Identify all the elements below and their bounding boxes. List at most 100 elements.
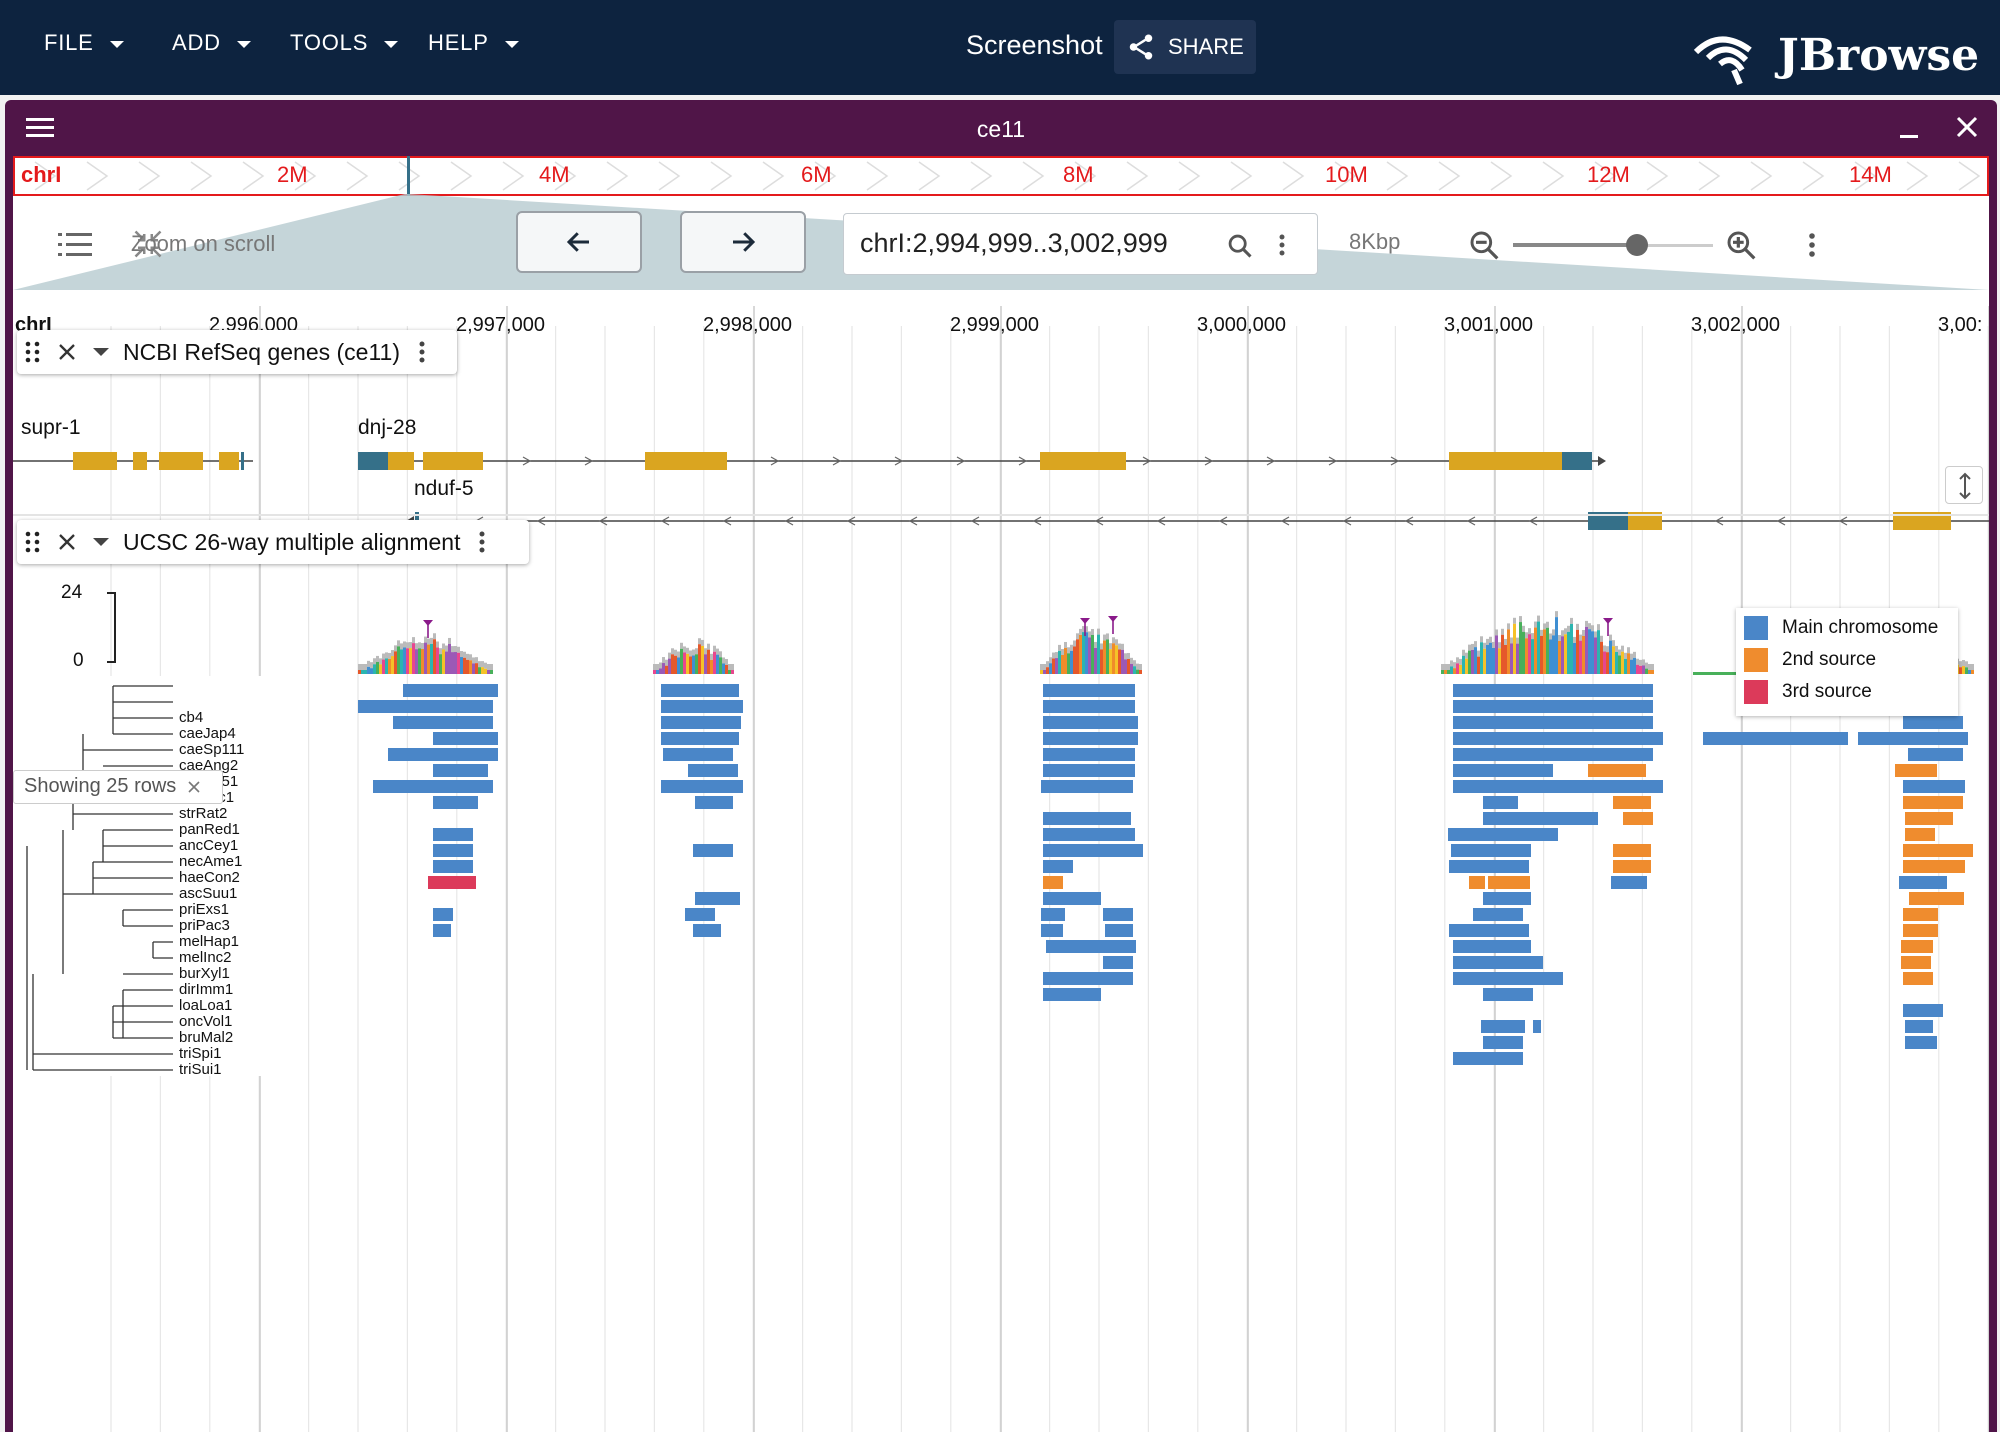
- coverage-bar: [1474, 647, 1477, 674]
- close-icon[interactable]: [1955, 115, 1979, 139]
- coverage-bar: [686, 653, 689, 674]
- coverage-bar: [1124, 659, 1127, 674]
- strand-arrow: [584, 456, 594, 466]
- drag-handle-icon[interactable]: [25, 530, 41, 554]
- alignment-block: [1899, 876, 1947, 889]
- overview-label: 8M: [1063, 162, 1094, 187]
- coverage-bar: [361, 670, 364, 674]
- species-label: necAme1: [179, 853, 243, 870]
- coverage-bar: [677, 651, 680, 658]
- coverage-bar: [1612, 646, 1615, 674]
- coverage-bar: [451, 646, 454, 653]
- alignment-block: [1483, 892, 1531, 905]
- coverage-bar: [704, 654, 707, 674]
- coverage-bar: [1049, 663, 1052, 674]
- zoom-slider[interactable]: [1513, 231, 1713, 261]
- zoom-in-icon[interactable]: [1725, 229, 1757, 261]
- view-options-icon[interactable]: [1808, 231, 1816, 261]
- coverage-bar: [689, 656, 692, 674]
- search-icon[interactable]: [1226, 232, 1254, 260]
- coverage-bar: [415, 643, 418, 650]
- overview-viewport-marker[interactable]: [407, 156, 410, 196]
- coverage-bar: [1091, 628, 1094, 635]
- collapse-track-icon[interactable]: [93, 537, 109, 547]
- chevron-down-icon: [109, 41, 124, 48]
- close-track-icon[interactable]: [57, 342, 77, 362]
- menu-help[interactable]: HELP: [428, 30, 519, 56]
- strand-arrow: [1404, 516, 1414, 526]
- pan-right-button[interactable]: [680, 211, 806, 273]
- coverage-bar: [1492, 647, 1495, 674]
- coverage-bar: [1447, 670, 1450, 674]
- coverage-bar: [1561, 636, 1564, 674]
- location-value[interactable]: chrI:2,994,999..3,002,999: [860, 228, 1168, 258]
- showing-rows-chip[interactable]: Showing 25 rows: [13, 770, 223, 804]
- alignment-block: [1103, 956, 1133, 969]
- zoom-out-icon[interactable]: [1468, 229, 1500, 261]
- coverage-bar: [1498, 642, 1501, 649]
- coverage-bar: [1070, 650, 1073, 674]
- coverage-bar: [728, 664, 731, 670]
- pan-left-button[interactable]: [516, 211, 642, 273]
- alignment-block: [1901, 940, 1933, 953]
- track-menu-icon[interactable]: [418, 340, 426, 364]
- coverage-bar: [1537, 615, 1540, 622]
- location-search-input[interactable]: chrI:2,994,999..3,002,999: [843, 213, 1318, 275]
- coverage-bar: [1585, 620, 1588, 627]
- coverage-bar: [1073, 640, 1076, 647]
- overview-label: 4M: [539, 162, 570, 187]
- coverage-bar: [484, 668, 487, 674]
- coverage-bar: [1651, 670, 1654, 674]
- alignment-block: [685, 908, 715, 921]
- coverage-bar: [656, 670, 659, 674]
- session-name[interactable]: Screenshot: [966, 30, 1103, 60]
- overview-scalebar[interactable]: chrI 2M 4M 6M 8M 10M 12M 14M: [13, 156, 1989, 196]
- coverage-bar: [1639, 665, 1642, 674]
- coverage-bar: [1962, 660, 1965, 667]
- coverage-bar: [1965, 661, 1968, 668]
- strand-arrow: [722, 516, 732, 526]
- coverage-bar: [1465, 658, 1468, 674]
- coverage-bar: [1651, 664, 1654, 670]
- zoom-on-scroll-label[interactable]: Zoom on scroll: [131, 231, 276, 256]
- collapse-track-icon[interactable]: [93, 347, 109, 357]
- zoom-on-scroll-icon[interactable]: [133, 229, 163, 259]
- alignment-block: [1905, 812, 1953, 825]
- alignment-block: [1903, 924, 1938, 937]
- overview-chevron: [970, 161, 993, 191]
- chevron-down-icon: [384, 41, 399, 48]
- track-selector-icon[interactable]: [58, 231, 92, 259]
- menu-tools[interactable]: TOOLS: [290, 30, 399, 56]
- overview-chevron: [554, 161, 577, 191]
- strand-arrow: [1142, 456, 1152, 466]
- coverage-bar: [436, 641, 439, 648]
- coverage-bar: [1097, 628, 1100, 635]
- close-icon[interactable]: [188, 781, 200, 793]
- coverage-bar: [1501, 634, 1504, 674]
- species-label: melInc2: [179, 949, 232, 966]
- alignment-block: [1453, 684, 1653, 697]
- track-menu-icon[interactable]: [478, 530, 486, 554]
- coverage-bar: [1115, 639, 1118, 646]
- coverage-bar: [403, 647, 406, 674]
- coverage-bar: [1079, 634, 1082, 674]
- menu-file[interactable]: FILE: [44, 30, 124, 56]
- coverage-bar: [731, 664, 734, 670]
- more-vert-icon[interactable]: [1278, 232, 1286, 260]
- coverage-bar: [1088, 631, 1091, 638]
- legend-label: 2nd source: [1782, 649, 1877, 670]
- view-menu-icon[interactable]: [26, 116, 56, 140]
- coverage-bar: [1121, 643, 1124, 650]
- resize-track-handle[interactable]: [1945, 466, 1983, 504]
- coverage-bar: [1636, 658, 1639, 665]
- coverage-bar: [1552, 635, 1555, 674]
- minimize-icon[interactable]: [1900, 130, 1920, 138]
- overview-chevron: [502, 161, 525, 191]
- drag-handle-icon[interactable]: [25, 340, 41, 364]
- coverage-bar: [1513, 617, 1516, 624]
- menu-add[interactable]: ADD: [172, 30, 251, 56]
- close-track-icon[interactable]: [57, 532, 77, 552]
- share-button[interactable]: SHARE: [1114, 20, 1256, 74]
- alignment-block: [1043, 684, 1135, 697]
- overview-chevron: [918, 161, 941, 191]
